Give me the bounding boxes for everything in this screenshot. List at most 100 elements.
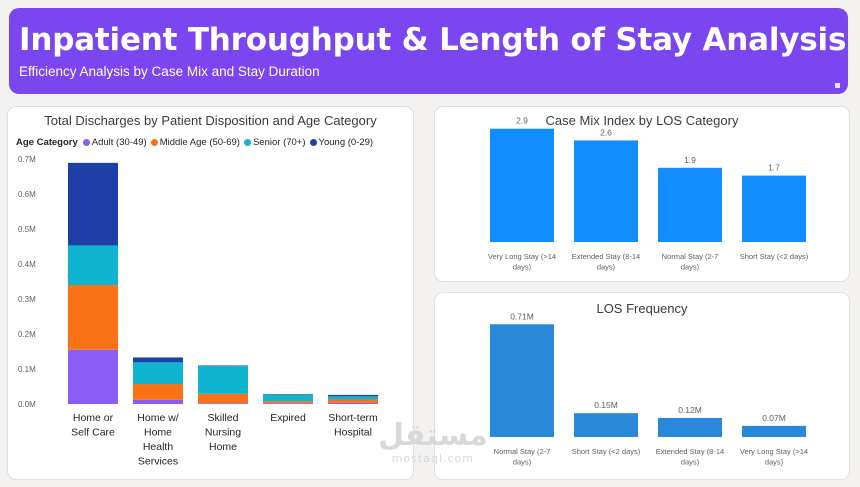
x-axis-tick-label: Home or Self Care xyxy=(71,412,115,439)
y-axis-tick-label: 0.2M xyxy=(18,330,36,339)
bar-segment-middle xyxy=(68,285,118,350)
bar-segment-young xyxy=(263,394,313,395)
bar-segment-senior xyxy=(198,365,248,394)
resize-handle-icon xyxy=(835,83,840,88)
chart-title: Total Discharges by Patient Disposition … xyxy=(44,113,377,128)
bar-segment-middle xyxy=(198,393,248,404)
data-label: 1.9 xyxy=(684,155,696,165)
x-axis-tick-label: Extended Stay (8-14 days) xyxy=(572,252,640,272)
x-axis-tick-line: Expired xyxy=(270,412,306,424)
bar-segment-adult xyxy=(133,399,183,404)
bar-segment-adult xyxy=(198,403,248,404)
data-label: 2.9 xyxy=(516,116,528,126)
bar xyxy=(658,167,722,242)
legend-label: Middle Age (50-69) xyxy=(159,137,240,148)
bar xyxy=(742,175,806,242)
bar-segment-young xyxy=(133,357,183,363)
bar xyxy=(490,128,554,242)
x-axis-tick-line: Extended Stay (8-14 xyxy=(572,252,640,261)
y-axis-tick-label: 0.4M xyxy=(18,260,36,269)
legend-label: Young (0-29) xyxy=(318,137,374,148)
y-axis-tick-label: 0.5M xyxy=(18,225,36,234)
y-axis-tick-label: 0.0M xyxy=(18,400,36,409)
x-axis-tick-label: Home w/Home Health Services xyxy=(137,412,179,468)
y-axis-tick-label: 0.6M xyxy=(18,190,36,199)
header-banner: Inpatient Throughput & Length of Stay An… xyxy=(9,8,848,94)
x-axis-tick-line: Very Long Stay (>14 xyxy=(488,252,556,261)
x-axis-tick-line: days) xyxy=(681,458,700,467)
bar-segment-young xyxy=(328,394,378,397)
x-axis-tick-line: Nursing xyxy=(205,427,241,439)
x-axis-tick-line: Self Care xyxy=(71,427,115,439)
watermark: مستقل mostaql.com xyxy=(378,418,488,466)
data-label: 0.07M xyxy=(762,413,786,423)
case-mix-chart-card: Case Mix Index by LOS Category 2.9 Very L… xyxy=(434,106,850,282)
x-axis-tick-label: Short-term Hospital xyxy=(328,412,378,439)
legend-swatch xyxy=(150,139,158,146)
watermark-logo: مستقل xyxy=(378,418,488,453)
bar-segment-middle xyxy=(263,401,313,404)
data-label: 0.15M xyxy=(594,400,618,410)
discharges-chart-card: Total Discharges by Patient Disposition … xyxy=(7,106,414,480)
x-axis-tick-label: Normal Stay (2-7 days) xyxy=(494,447,551,467)
x-axis-tick-line: days) xyxy=(681,263,700,272)
legend-swatch xyxy=(82,139,90,146)
y-axis-tick-label: 0.3M xyxy=(18,295,36,304)
legend-label: Adult (30-49) xyxy=(91,137,147,148)
bar-segment-senior xyxy=(328,396,378,400)
x-axis-tick-line: days) xyxy=(513,458,532,467)
x-axis-tick-label: Normal Stay (2-7 days) xyxy=(662,252,719,272)
bar xyxy=(490,324,554,437)
legend-item-young[interactable]: Young (0-29) xyxy=(309,137,374,148)
chart-title: Case Mix Index by LOS Category xyxy=(545,113,739,128)
watermark-site: mostaql.com xyxy=(391,452,474,465)
x-axis-tick-label: Expired xyxy=(270,412,306,424)
x-axis-tick-line: Home xyxy=(144,427,172,439)
x-axis-tick-label: Extended Stay (8-14 days) xyxy=(656,447,724,467)
y-axis-tick-label: 0.7M xyxy=(18,155,36,164)
bar-segment-adult xyxy=(68,349,118,404)
discharges-stacked-bar-chart: 0.0M 0.1M 0.2M 0.3M 0.4M 0.5M 0.6M 0.7M Home or S… xyxy=(18,155,378,468)
data-label: 0.71M xyxy=(510,311,534,321)
x-axis-tick-label: Very Long Stay (>14 days) xyxy=(740,447,808,467)
x-axis-tick-label: Short Stay (<2 days) xyxy=(740,252,809,261)
x-axis-tick-line: Short Stay (<2 days) xyxy=(572,447,641,456)
x-axis-tick-line: days) xyxy=(513,263,532,272)
bar xyxy=(574,140,638,242)
bar xyxy=(742,425,806,437)
x-axis-tick-line: Short-term xyxy=(328,412,378,424)
x-axis-tick-line: Home w/ xyxy=(137,412,179,424)
x-axis-tick-line: Health xyxy=(143,441,174,453)
x-axis-tick-line: Skilled xyxy=(208,412,239,424)
x-axis-tick-line: Hospital xyxy=(334,427,372,439)
x-axis-tick-label: Short Stay (<2 days) xyxy=(572,447,641,456)
bar xyxy=(574,413,638,437)
x-axis-tick-line: Extended Stay (8-14 xyxy=(656,447,724,456)
x-axis-tick-line: Normal Stay (2-7 xyxy=(662,252,719,261)
bar-segment-middle xyxy=(133,384,183,400)
bar-segment-senior xyxy=(263,394,313,402)
data-label: 1.7 xyxy=(768,163,780,173)
legend-item-adult[interactable]: Adult (30-49) xyxy=(82,137,147,148)
data-label: 2.6 xyxy=(600,127,612,137)
legend-swatch xyxy=(243,139,251,146)
x-axis-tick-line: Normal Stay (2-7 xyxy=(494,447,551,456)
legend-item-middle-age[interactable]: Middle Age (50-69) xyxy=(150,137,240,148)
bar-segment-senior xyxy=(133,362,183,385)
page-subtitle: Efficiency Analysis by Case Mix and Stay… xyxy=(19,64,320,79)
x-axis-tick-line: days) xyxy=(597,263,616,272)
bar-segment-middle xyxy=(328,399,378,403)
legend-label: Senior (70+) xyxy=(252,137,306,148)
x-axis-tick-label: Very Long Stay (>14 days) xyxy=(488,252,556,272)
data-label: 0.12M xyxy=(678,405,702,415)
los-frequency-chart-card: LOS Frequency 0.71M Normal Stay (2-7 days)… xyxy=(434,292,850,480)
x-axis-tick-line: Very Long Stay (>14 xyxy=(740,447,808,456)
chart-title: LOS Frequency xyxy=(596,301,688,316)
los-frequency-bar-chart: 0.71M Normal Stay (2-7 days) 0.15M Short Sta… xyxy=(490,311,808,467)
legend-item-senior[interactable]: Senior (70+) xyxy=(243,137,306,148)
x-axis-tick-line: Home or xyxy=(73,412,114,424)
case-mix-bar-chart: 2.9 Very Long Stay (>14 days) 2.6 Extended S… xyxy=(488,116,809,272)
chart-legend: Age Category Adult (30-49) Middle Age (5… xyxy=(16,137,377,148)
x-axis-tick-label: Skilled Nursing Home xyxy=(205,412,241,453)
legend-title: Age Category xyxy=(16,137,78,148)
